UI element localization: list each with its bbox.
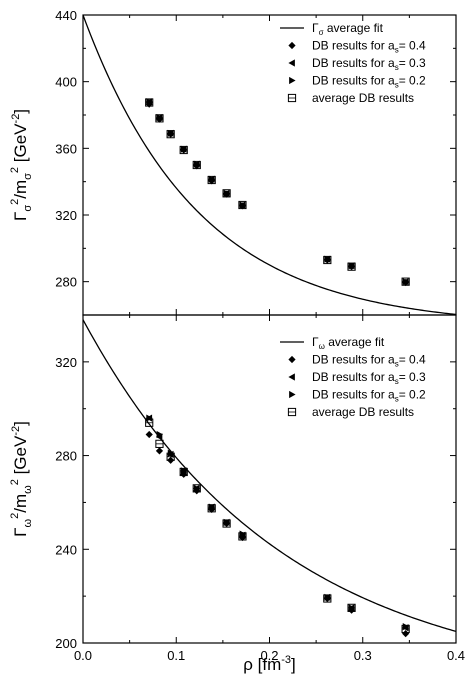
- sigma-panel: 280 320 360 400 440 Γσ average fit DB results …: [9, 8, 457, 316]
- legend-marker-tri-left: [288, 59, 295, 67]
- legend-marker-square: [287, 93, 297, 103]
- data-point-square: [401, 277, 410, 286]
- data-point-tri-right: [167, 129, 175, 137]
- data-point-diamond: [208, 505, 216, 514]
- data-point-square: [222, 189, 231, 198]
- data-point-tri-right: [180, 145, 188, 153]
- y-tick-label: 320: [55, 208, 77, 223]
- legend-label: DB results for as= 0.3: [312, 370, 426, 386]
- data-point-tri-right: [156, 113, 164, 122]
- x-axis: 0.0 0.1 0.2 0.3 0.4 ρ [fm-3]: [74, 648, 465, 674]
- y-tick-label: 440: [55, 8, 77, 23]
- data-point-tri-right: [180, 467, 188, 475]
- data-point-diamond: [145, 430, 153, 439]
- y-tick-label: 320: [55, 355, 77, 370]
- data-point-square: [347, 603, 356, 612]
- legend-label: DB results for as= 0.3: [312, 56, 426, 72]
- data-point-diamond: [155, 447, 164, 455]
- data-point-square: [207, 175, 216, 185]
- legend-marker-tri-right: [289, 390, 296, 399]
- data-point-square: [179, 467, 188, 477]
- data-point-square: [155, 439, 164, 448]
- data-point-tri-right: [324, 593, 331, 601]
- y-tick-label: 240: [55, 542, 77, 557]
- y-tick-label: 280: [55, 449, 77, 464]
- legend-label: average DB results: [312, 91, 414, 105]
- legend-label: average DB results: [312, 405, 414, 419]
- data-point-square: [347, 262, 356, 271]
- x-axis-label: ρ [fm-3]: [243, 654, 296, 674]
- y-axis-label: Γω2/mω2 [GeV-2]: [9, 421, 34, 537]
- x-tick-label: 0.1: [167, 648, 185, 663]
- data-point-tri-right: [146, 98, 153, 106]
- series-tri-right: [146, 98, 410, 286]
- data-point-tri-right: [348, 262, 356, 270]
- data-point-tri-right: [239, 530, 247, 538]
- data-point-square: [192, 160, 201, 170]
- data-point-square: [401, 624, 410, 634]
- legend-label: DB results for as= 0.2: [312, 74, 426, 90]
- series-tri-right: [146, 414, 410, 631]
- y-tick-label: 200: [55, 636, 77, 651]
- legend-label: Γσ average fit: [312, 21, 384, 37]
- data-point-tri-right: [193, 160, 201, 168]
- series-diamond: [145, 430, 410, 638]
- data-point-square: [323, 255, 332, 265]
- data-point-square: [145, 98, 154, 107]
- data-point-tri-right: [156, 430, 164, 439]
- legend-marker-diamond: [288, 355, 296, 364]
- series-tri-left: [145, 98, 409, 286]
- omega-panel: 200 240 280 320 Γω average fit DB results for…: [9, 314, 457, 651]
- fit-curve: [83, 319, 456, 633]
- x-tick-label: 0.2: [260, 648, 278, 663]
- data-point-diamond: [180, 470, 188, 478]
- data-point-tri-right: [146, 414, 153, 422]
- legend-label: DB results for as= 0.4: [312, 39, 426, 55]
- data-point-tri-right: [208, 503, 216, 511]
- data-point-tri-right: [208, 175, 216, 183]
- data-point-square: [238, 532, 247, 541]
- series-square: [145, 98, 410, 286]
- legend-marker-tri-left: [288, 373, 295, 381]
- y-axis-label: Γσ2/mσ2 [GeV-2]: [9, 109, 34, 221]
- data-point-tri-right: [402, 623, 410, 631]
- data-point-diamond: [402, 630, 410, 638]
- data-point-square: [166, 452, 175, 461]
- data-point-square: [166, 130, 175, 139]
- x-tick-label: 0.3: [354, 648, 372, 663]
- legend-label: DB results for as= 0.4: [312, 353, 426, 369]
- data-point-tri-right: [223, 518, 231, 526]
- y-tick-label: 400: [55, 75, 77, 90]
- legend-label: Γω average fit: [312, 335, 385, 351]
- y-tick-label: 280: [55, 275, 77, 290]
- data-point-square: [155, 114, 164, 123]
- legend-marker-square: [287, 407, 297, 417]
- y-tick-label: 360: [55, 141, 77, 156]
- data-point-square: [238, 200, 247, 210]
- legend-marker-tri-right: [289, 76, 296, 85]
- data-point-diamond: [347, 606, 356, 614]
- data-point-tri-right: [324, 255, 331, 263]
- data-point-square: [323, 594, 332, 603]
- legend-marker-diamond: [288, 41, 296, 50]
- x-tick-label: 0.0: [74, 648, 92, 663]
- x-tick-label: 0.4: [447, 648, 465, 663]
- data-point-square: [222, 519, 231, 528]
- series-diamond: [145, 100, 410, 287]
- data-point-square: [207, 504, 216, 513]
- series-square: [145, 418, 410, 634]
- data-point-square: [192, 484, 201, 493]
- fit-curve: [83, 15, 456, 315]
- data-point-square: [179, 145, 188, 155]
- legend-label: DB results for as= 0.2: [312, 388, 426, 404]
- data-point-square: [145, 418, 154, 427]
- series-tri-left: [145, 414, 409, 632]
